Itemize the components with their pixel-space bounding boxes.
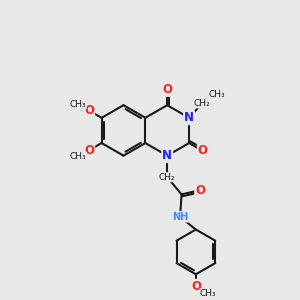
Text: O: O [84, 144, 94, 157]
Text: NH: NH [172, 212, 188, 222]
Text: CH₂: CH₂ [159, 173, 175, 182]
Text: N: N [184, 111, 194, 124]
Text: O: O [195, 184, 205, 196]
Text: CH₃: CH₃ [200, 289, 216, 298]
Text: O: O [191, 280, 201, 293]
Text: N: N [162, 149, 172, 162]
Text: CH₂: CH₂ [194, 99, 210, 108]
Text: O: O [84, 104, 94, 117]
Text: O: O [162, 83, 172, 96]
Text: CH₃: CH₃ [70, 152, 86, 161]
Text: O: O [198, 144, 208, 158]
Text: CH₃: CH₃ [70, 100, 86, 109]
Text: CH₃: CH₃ [208, 90, 225, 99]
